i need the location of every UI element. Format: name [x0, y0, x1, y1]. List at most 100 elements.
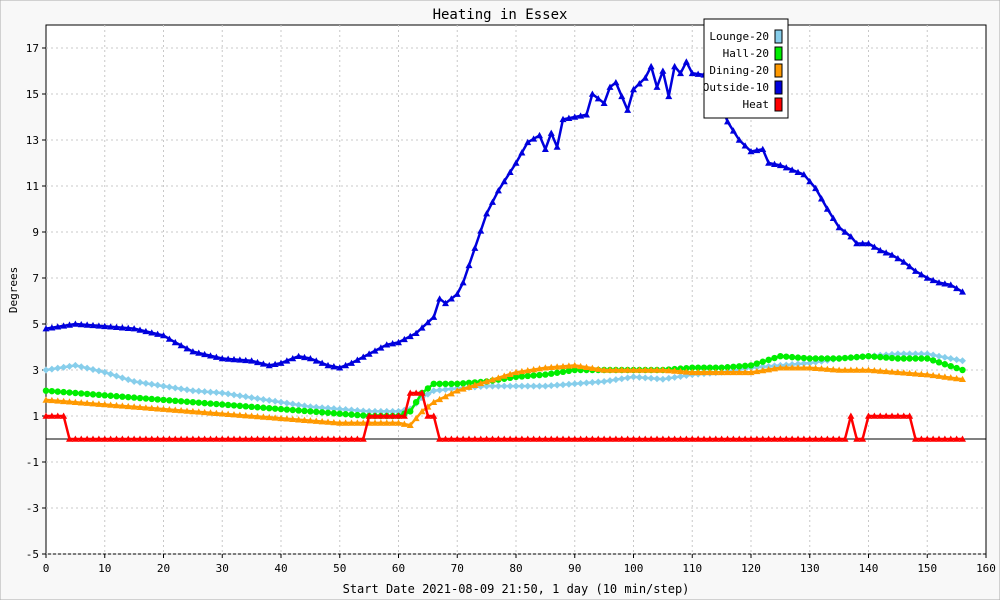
y-tick-label: 7: [32, 272, 39, 285]
data-point: [447, 435, 455, 442]
data-point: [165, 383, 173, 391]
data-point: [583, 435, 590, 442]
data-point: [647, 374, 655, 382]
data-point: [471, 244, 479, 251]
data-point: [277, 359, 285, 366]
data-point: [230, 391, 238, 399]
data-point: [101, 401, 109, 408]
data-point: [724, 118, 731, 125]
data-point: [154, 405, 162, 412]
data-point: [318, 409, 326, 416]
data-point: [295, 435, 303, 442]
data-point: [477, 379, 485, 387]
data-point: [824, 355, 831, 362]
data-point: [195, 349, 203, 356]
data-point: [512, 373, 520, 381]
data-point: [289, 400, 297, 408]
data-point: [171, 435, 179, 442]
data-point: [389, 340, 397, 347]
data-point: [500, 177, 508, 185]
data-point: [741, 142, 749, 149]
data-point: [735, 136, 743, 143]
data-point: [906, 263, 914, 270]
data-point: [54, 412, 62, 419]
data-point: [165, 335, 173, 342]
data-point: [189, 348, 197, 355]
data-point: [635, 366, 643, 373]
legend-box: [703, 18, 789, 119]
data-point: [500, 382, 508, 390]
data-point: [577, 112, 585, 119]
data-point: [306, 417, 314, 424]
data-point: [171, 338, 179, 346]
data-point: [847, 354, 855, 361]
data-point: [882, 249, 890, 256]
data-point: [171, 406, 179, 413]
data-point: [277, 414, 285, 422]
data-point: [136, 403, 144, 411]
data-point: [900, 412, 908, 419]
data-point: [95, 367, 103, 375]
data-point: [360, 412, 367, 419]
data-point: [224, 390, 232, 398]
data-point: [888, 368, 896, 375]
data-point: [565, 380, 573, 388]
data-point: [888, 251, 896, 258]
data-point: [765, 159, 773, 166]
data-point: [160, 382, 167, 390]
data-point: [659, 366, 667, 373]
data-point: [782, 435, 790, 442]
data-point: [530, 382, 538, 390]
data-point: [688, 69, 696, 77]
data-point: [665, 435, 673, 442]
data-point: [301, 407, 308, 415]
data-point: [283, 357, 291, 364]
data-point: [236, 392, 244, 400]
data-point: [536, 131, 543, 139]
data-point: [142, 379, 150, 387]
data-point: [400, 335, 408, 343]
data-point: [747, 435, 755, 442]
data-point: [124, 376, 132, 384]
data-point: [877, 353, 884, 361]
data-point: [224, 401, 232, 409]
data-point: [248, 412, 256, 419]
legend-label: Heat: [743, 98, 770, 111]
data-point: [841, 435, 849, 442]
data-point: [577, 435, 585, 442]
data-point: [812, 355, 819, 362]
data-point: [406, 332, 414, 340]
data-point: [436, 380, 443, 387]
data-point: [929, 276, 937, 284]
data-point: [647, 435, 655, 442]
data-point: [142, 327, 150, 335]
data-point: [453, 290, 461, 297]
data-point: [259, 435, 267, 442]
data-point: [735, 368, 743, 376]
data-point: [553, 369, 561, 376]
data-point: [242, 435, 250, 442]
data-point: [553, 381, 561, 389]
data-point: [130, 378, 138, 385]
data-point: [265, 361, 273, 369]
data-point: [565, 367, 573, 375]
data-point: [765, 356, 772, 364]
data-point: [447, 390, 455, 397]
data-point: [829, 435, 837, 442]
data-point: [283, 406, 291, 413]
data-point: [853, 366, 861, 373]
data-point: [512, 382, 520, 390]
data-point: [788, 435, 796, 442]
data-point: [571, 113, 579, 120]
data-point: [101, 368, 109, 376]
data-point: [324, 435, 332, 442]
data-point: [741, 362, 749, 370]
data-point: [183, 345, 191, 352]
data-point: [365, 350, 373, 357]
data-point: [218, 410, 226, 417]
data-point: [489, 435, 496, 442]
x-tick-label: 150: [917, 562, 937, 575]
data-point: [665, 374, 673, 382]
data-point: [659, 67, 667, 74]
data-point: [307, 408, 314, 415]
